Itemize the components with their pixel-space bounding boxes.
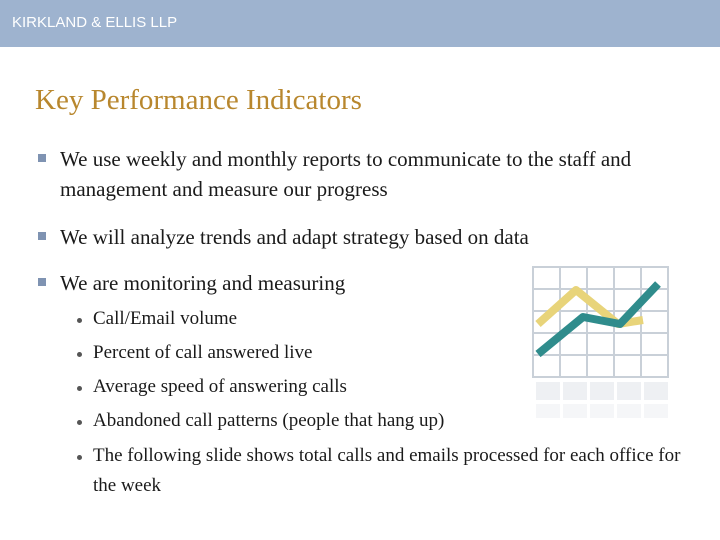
chart-icon	[532, 266, 669, 418]
sub-bullet-marker	[77, 318, 82, 323]
slide-title: Key Performance Indicators	[35, 84, 362, 116]
bullet: We are monitoring and measuring	[60, 271, 346, 295]
header-title: KIRKLAND & ELLIS LLP	[12, 14, 178, 31]
bullet-marker	[38, 154, 46, 162]
bullet: We will analyze trends and adapt strateg…	[60, 225, 529, 249]
bullet-marker	[38, 232, 46, 240]
sub-bullet: Call/Email volume	[93, 308, 238, 329]
sub-bullet: The following slide shows total calls an…	[93, 445, 681, 496]
bullet-marker	[38, 278, 46, 286]
sub-bullet-marker	[77, 420, 82, 425]
sub-bullet: Average speed of answering calls	[93, 376, 347, 397]
sub-bullet-marker	[77, 386, 82, 391]
header-bar: KIRKLAND & ELLIS LLP	[0, 0, 720, 47]
sub-bullet: Abandoned call patterns (people that han…	[93, 410, 445, 431]
sub-bullet: Percent of call answered live	[93, 342, 313, 363]
bullet: We use weekly and monthly reports to com…	[60, 147, 632, 201]
sub-bullet-marker	[77, 352, 82, 357]
sub-bullet-marker	[77, 455, 82, 460]
